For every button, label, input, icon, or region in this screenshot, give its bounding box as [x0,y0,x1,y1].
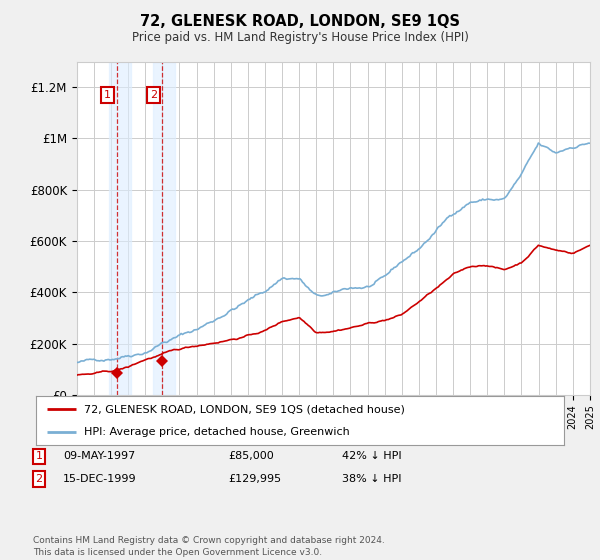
Text: Contains HM Land Registry data © Crown copyright and database right 2024.
This d: Contains HM Land Registry data © Crown c… [33,536,385,557]
Text: £85,000: £85,000 [228,451,274,461]
Text: 1: 1 [104,90,111,100]
Text: 2: 2 [150,90,157,100]
Text: 72, GLENESK ROAD, LONDON, SE9 1QS (detached house): 72, GLENESK ROAD, LONDON, SE9 1QS (detac… [83,404,404,414]
Text: 42% ↓ HPI: 42% ↓ HPI [342,451,401,461]
Text: 15-DEC-1999: 15-DEC-1999 [63,474,137,484]
Text: £129,995: £129,995 [228,474,281,484]
Text: 09-MAY-1997: 09-MAY-1997 [63,451,135,461]
Text: 38% ↓ HPI: 38% ↓ HPI [342,474,401,484]
Text: 2: 2 [35,474,43,484]
Text: 1: 1 [35,451,43,461]
Text: 72, GLENESK ROAD, LONDON, SE9 1QS: 72, GLENESK ROAD, LONDON, SE9 1QS [140,14,460,29]
Bar [153,62,175,395]
Text: Price paid vs. HM Land Registry's House Price Index (HPI): Price paid vs. HM Land Registry's House … [131,31,469,44]
Text: HPI: Average price, detached house, Greenwich: HPI: Average price, detached house, Gree… [83,427,349,437]
Bar [109,62,131,395]
